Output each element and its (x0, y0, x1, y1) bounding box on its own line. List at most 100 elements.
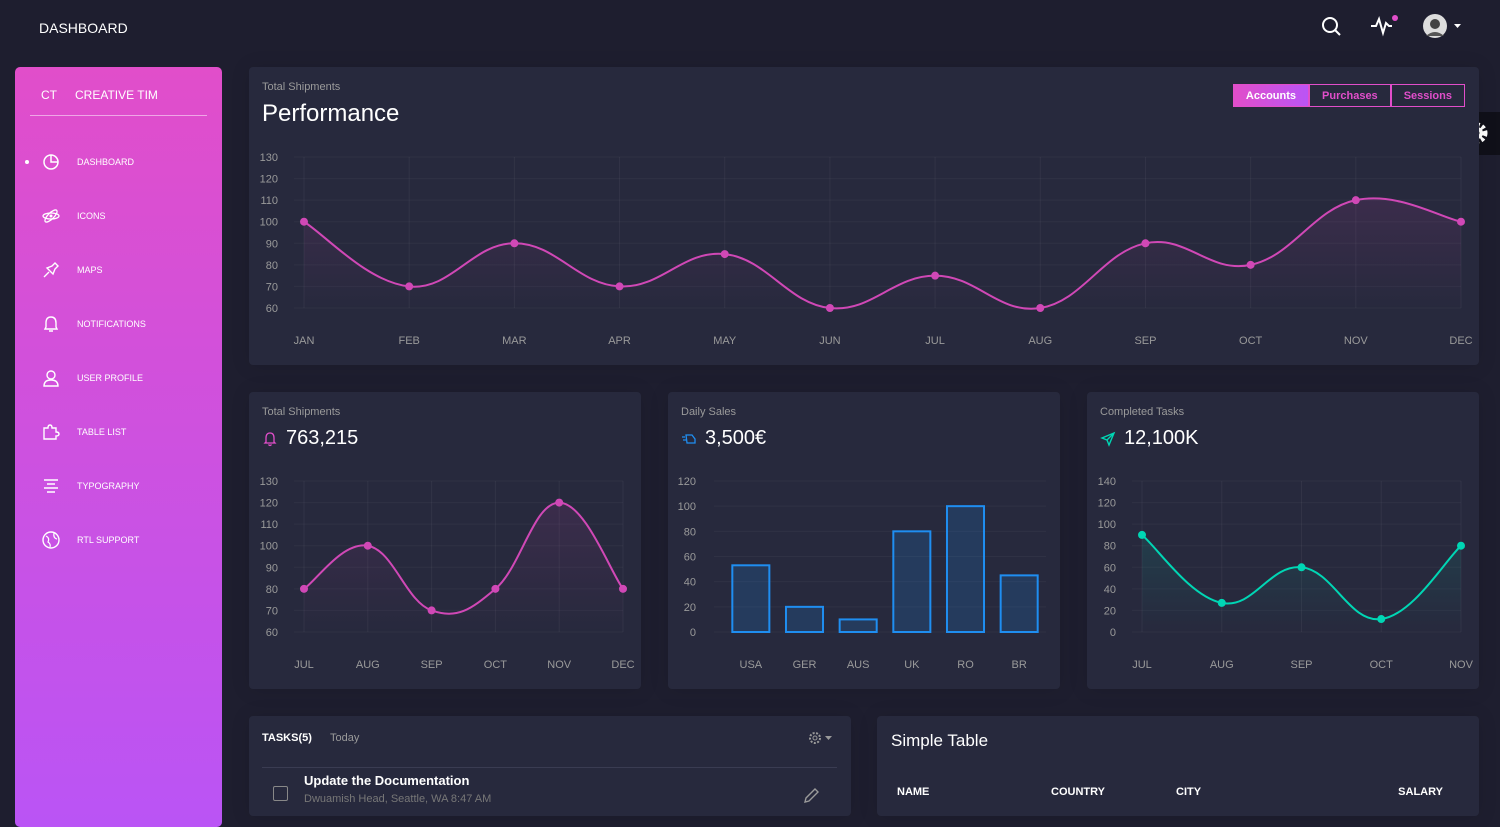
shape (43, 424, 60, 440)
shape (682, 434, 696, 444)
shape (1371, 16, 1392, 37)
nav-icon (43, 316, 59, 332)
task-checkbox[interactable] (273, 786, 288, 801)
table-title: Simple Table (891, 731, 989, 750)
area (304, 502, 623, 632)
y-tick-label: 130 (260, 152, 278, 164)
shape (804, 788, 819, 803)
y-tick-label: 40 (1104, 584, 1116, 596)
navbar-title[interactable]: DASHBOARD (39, 20, 128, 36)
point (1141, 239, 1150, 248)
y-tick-label: 60 (1104, 562, 1116, 574)
x-tick-label: GER (793, 659, 817, 671)
shape (1322, 17, 1338, 33)
x-tick-label: MAY (713, 335, 737, 347)
shape (42, 531, 60, 549)
tasks-title: TASKS(5) (262, 732, 312, 744)
card-subtitle: Total Shipments (262, 406, 341, 418)
bar (731, 564, 771, 633)
y-tick-label: 120 (260, 174, 278, 186)
x-tick-label: AUG (1028, 335, 1052, 347)
nav-label: RTL SUPPORT (77, 535, 140, 545)
x-tick-label: OCT (484, 659, 508, 671)
activity-icon[interactable] (1371, 15, 1398, 37)
user-avatar[interactable] (1423, 14, 1461, 38)
area (1142, 534, 1461, 632)
dashboard: DASHBOARD CT CREATIVE TIM DASHBOARD ICONS… (15, 14, 1500, 827)
tab-button[interactable]: Sessions (1390, 84, 1465, 107)
nav-item[interactable]: TYPOGRAPHY (15, 471, 222, 501)
y-tick-label: 100 (260, 217, 278, 229)
point (720, 250, 729, 259)
shape (46, 370, 56, 380)
point (555, 498, 564, 507)
y-tick-label: 100 (1098, 519, 1116, 531)
nav-item[interactable]: NOTIFICATIONS (15, 309, 222, 339)
task-text: Dwuamish Head, Seattle, WA 8:47 AM (304, 793, 492, 805)
x-tick-label: SEP (1134, 335, 1156, 347)
y-tick-label: 60 (266, 627, 278, 639)
table-card: Simple Table NAME COUNTRY CITY SALARY (877, 716, 1479, 816)
performance-card: Total Shipments Performance Accounts Purc… (249, 67, 1479, 365)
shape (263, 432, 277, 447)
nav-label: TYPOGRAPHY (77, 481, 140, 491)
bar (838, 618, 878, 634)
sales-card: Daily Sales 3,500€ 0 20 40 60 80 100 120 USA GER… (668, 392, 1060, 689)
shape (1392, 15, 1398, 21)
y-tick-label: 120 (1098, 498, 1116, 510)
shipments-card: Total Shipments 763,215 60 70 80 90 100 110 12… (249, 392, 641, 689)
area (304, 198, 1461, 309)
nav-item[interactable]: ICONS (15, 201, 222, 231)
y-tick-label: 130 (260, 476, 278, 488)
y-tick-label: 0 (1110, 627, 1116, 639)
navbar-icons (1322, 14, 1461, 38)
nav-item[interactable]: RTL SUPPORT (15, 525, 222, 555)
point (1351, 196, 1360, 205)
tasks-filter: Today (330, 732, 360, 744)
x-tick-label: USA (740, 659, 763, 671)
bar (999, 574, 1039, 633)
edit-icon[interactable] (802, 786, 822, 806)
point (1297, 563, 1306, 572)
shape (1334, 29, 1341, 36)
x-tick-label: JAN (294, 335, 315, 347)
tab-button[interactable]: Accounts (1232, 84, 1310, 107)
y-tick-label: 60 (266, 303, 278, 315)
send-icon (1100, 431, 1116, 447)
y-tick-label: 80 (266, 584, 278, 596)
y-tick-label: 120 (260, 498, 278, 510)
point (491, 584, 500, 593)
chart-plot: 60 70 80 90 100 110 120 130 JUL AUG SEP OCT NOV DEC (260, 476, 635, 671)
point (619, 584, 627, 593)
logo-mini[interactable]: CT (41, 88, 57, 102)
y-tick-label: 70 (266, 281, 278, 293)
x-tick-label: AUG (1210, 659, 1234, 671)
tab-button[interactable]: Purchases (1309, 84, 1391, 107)
shape (50, 155, 58, 163)
x-tick-label: MAR (502, 335, 527, 347)
point (931, 271, 940, 280)
x-tick-label: JUL (925, 335, 945, 347)
nav-icon (43, 154, 59, 170)
tasks-settings[interactable] (806, 730, 836, 746)
shape (42, 212, 60, 220)
x-tick-label: SEP (421, 659, 443, 671)
shape (43, 379, 59, 387)
logo[interactable]: CREATIVE TIM (75, 88, 158, 102)
x-tick-label: NOV (1449, 659, 1474, 671)
x-tick-label: RO (957, 659, 974, 671)
tasks-chart-card: Completed Tasks 12,100K 0 20 40 60 80 100 120 1… (1087, 392, 1479, 689)
nav-label: MAPS (77, 265, 103, 275)
nav-item[interactable]: TABLE LIST (15, 417, 222, 447)
shape (1454, 24, 1461, 28)
sidebar: CT CREATIVE TIM DASHBOARD ICONS MAPS NOTIFI… (15, 67, 222, 827)
nav-item[interactable]: MAPS (15, 255, 222, 285)
search-icon[interactable] (1322, 17, 1341, 36)
chart-plot: 0 20 40 60 80 100 120 USA GER AUS UK RO BR (678, 476, 1046, 671)
shape (43, 316, 59, 332)
shape (1426, 32, 1444, 36)
y-tick-label: 110 (260, 519, 278, 531)
nav-item[interactable]: DASHBOARD (15, 147, 222, 177)
nav-item[interactable]: USER PROFILE (15, 363, 222, 393)
y-tick-label: 80 (266, 260, 278, 272)
